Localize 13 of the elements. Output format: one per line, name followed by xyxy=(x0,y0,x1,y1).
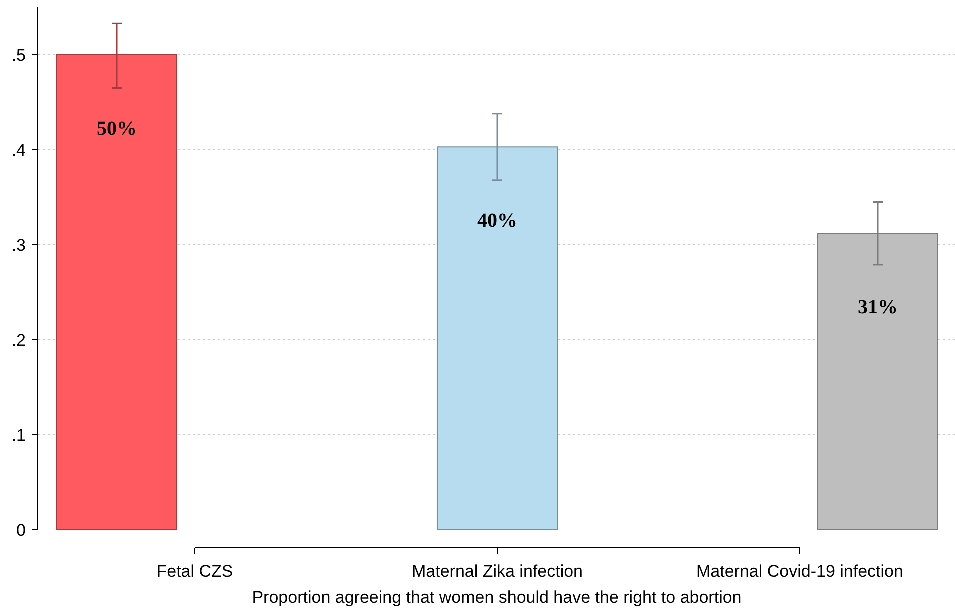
y-tick-label: .5 xyxy=(12,46,26,65)
data-label: 31% xyxy=(858,296,898,319)
x-tick-label: Maternal Covid-19 infection xyxy=(696,562,904,581)
y-tick-label: .3 xyxy=(12,236,26,255)
x-axis-title: Proportion agreeing that women should have the right to abortion xyxy=(252,588,742,607)
y-tick-label: .2 xyxy=(12,331,26,350)
x-tick-label: Maternal Zika infection xyxy=(412,562,584,581)
y-tick-label: .1 xyxy=(12,426,26,445)
x-tick-label: Fetal CZS xyxy=(156,562,234,581)
data-label: 40% xyxy=(478,210,518,232)
data-label: 50% xyxy=(97,118,137,140)
y-tick-label: .4 xyxy=(12,141,26,160)
y-tick-label: 0 xyxy=(16,521,26,540)
